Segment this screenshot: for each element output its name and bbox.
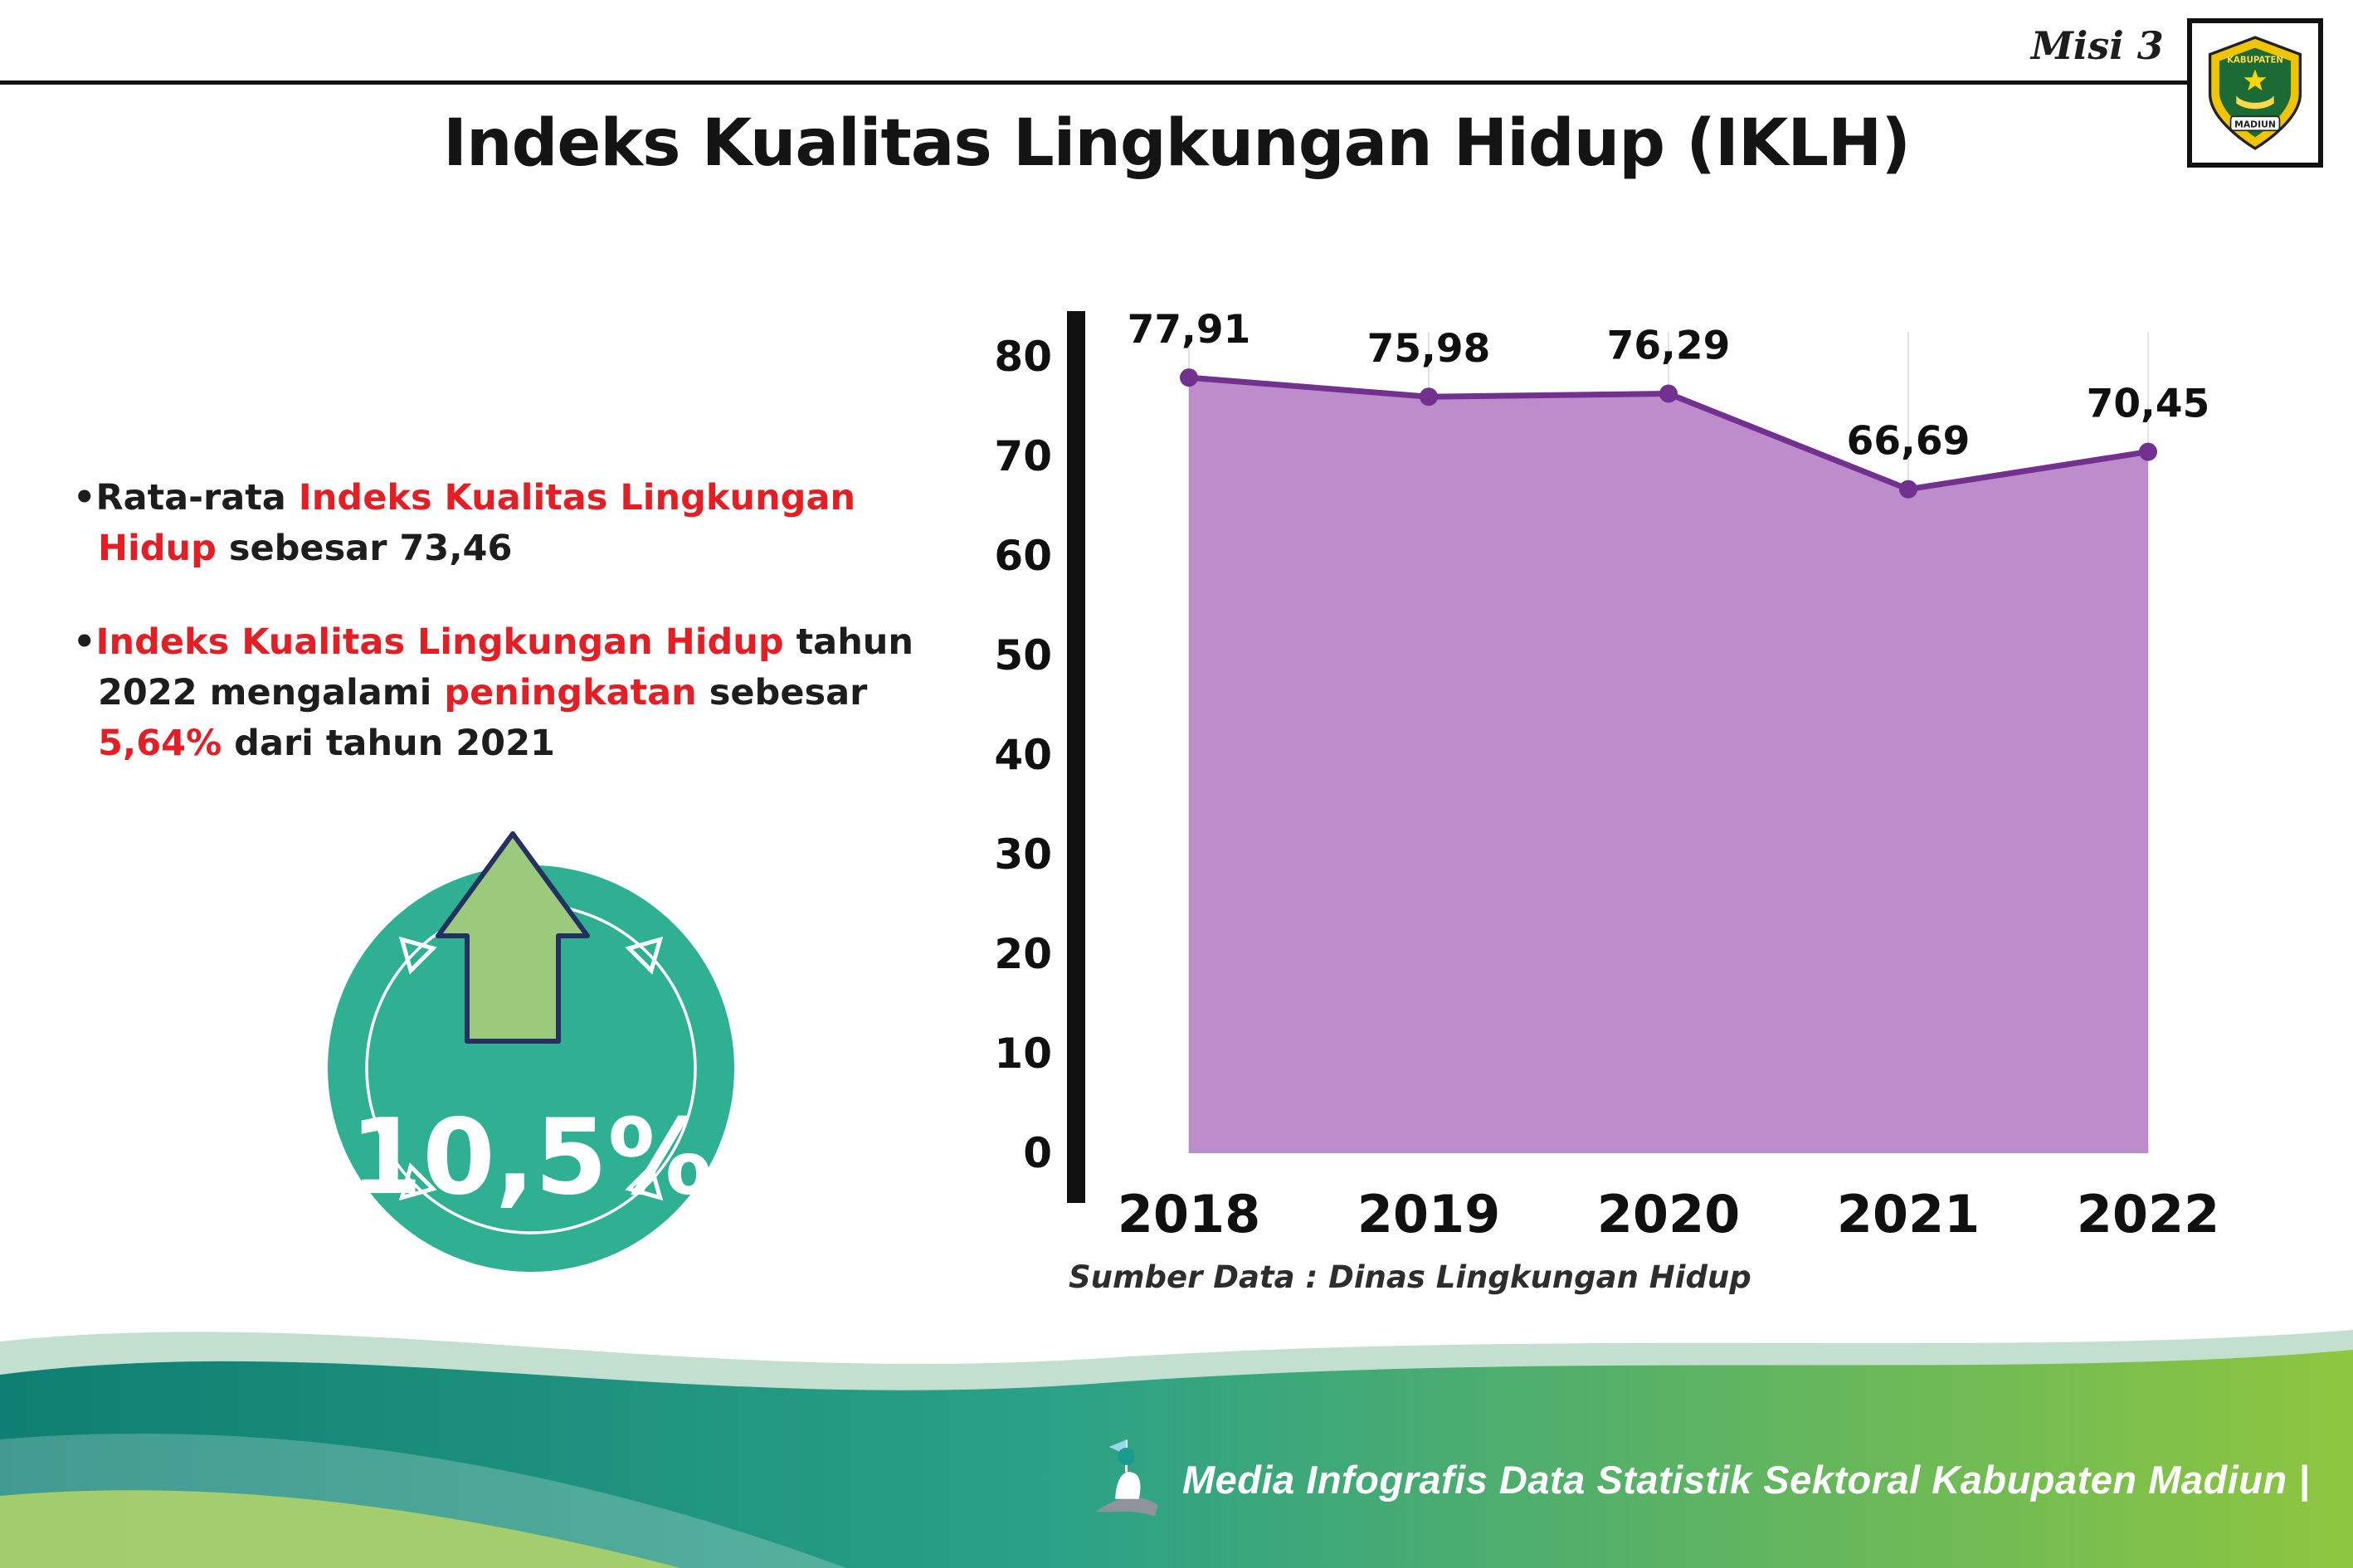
wave-leftgreen-shape <box>0 1490 680 1568</box>
crest-star-icon <box>2243 69 2267 91</box>
bullet1-seg2: Indeks Kualitas Lingkungan Hidup <box>98 477 856 570</box>
x-tick-label: 2020 <box>1597 1184 1741 1244</box>
ring-triangle-icon <box>398 936 437 975</box>
value-label: 70,45 <box>2087 382 2210 427</box>
bullet2-seg4: sebesar <box>696 672 868 714</box>
data-point <box>1180 368 1198 387</box>
badge-value: 10,5% <box>349 1096 712 1218</box>
value-label: 75,98 <box>1367 326 1491 372</box>
logo-text-madiun: MADIUN <box>2234 119 2276 129</box>
key-points: •Rata-rata Indeks Kualitas Lingkungan Hi… <box>73 473 919 769</box>
bullet-dot: • <box>73 621 96 664</box>
wave-main-shape <box>0 1350 2353 1568</box>
y-tick-label: 40 <box>994 731 1052 779</box>
increase-badge: 10,5% <box>305 830 757 1294</box>
logo-head <box>1118 1448 1135 1465</box>
y-tick-label: 80 <box>994 333 1052 381</box>
misi-label: Misi 3 <box>2031 23 2164 68</box>
up-arrow-icon <box>436 831 590 1044</box>
logo-base-swoosh <box>1096 1497 1158 1517</box>
data-point <box>2139 442 2157 461</box>
x-tick-label: 2021 <box>1837 1184 1980 1244</box>
kabupaten-madiun-logo: KABUPATEN MADIUN <box>2187 18 2323 168</box>
area-fill <box>1189 377 2148 1154</box>
ring-triangle-icon <box>625 1162 664 1201</box>
crest-inner-shield <box>2219 47 2292 138</box>
x-tick-label: 2018 <box>1118 1184 1261 1244</box>
data-point <box>1899 480 1917 499</box>
data-point <box>1420 387 1438 407</box>
y-axis-bar <box>1067 311 1085 1203</box>
logo-text-kabupaten: KABUPATEN <box>2227 56 2283 66</box>
crest-ribbon <box>2229 115 2281 132</box>
value-label: 66,69 <box>1847 419 1971 465</box>
value-label: 76,29 <box>1607 324 1731 369</box>
y-tick-label: 60 <box>994 532 1052 580</box>
increase-badge-graphic: 10,5% <box>328 831 734 1272</box>
bullet-dot: • <box>73 477 96 519</box>
crest-icon: KABUPATEN MADIUN <box>2208 36 2302 150</box>
footer-credit: Media Infografis Data Statistik Sektoral… <box>1087 1434 2310 1525</box>
data-point <box>1659 384 1678 403</box>
y-tick-label: 10 <box>994 1030 1052 1078</box>
header-rule <box>0 80 2190 85</box>
value-label: 77,91 <box>1128 307 1251 353</box>
footer-credit-text: Media Infografis Data Statistik Sektoral… <box>1182 1457 2310 1502</box>
x-tick-label: 2022 <box>2077 1184 2220 1244</box>
bullet2-seg3: peningkatan <box>444 672 697 714</box>
bullet1-seg3: sebesar 73,46 <box>216 528 513 570</box>
footer-wave <box>0 1330 2353 1568</box>
bullet2-seg5: 5,64% <box>98 723 222 765</box>
bullet2-seg2: tahun 2022 mengalami <box>98 621 914 714</box>
iklh-chart: 77,91 75,98 76,29 66,69 70,45 0 10 20 30 40 50 60 70… <box>969 299 2297 1361</box>
bullet1-seg1: Rata-rata <box>95 477 299 519</box>
source-note: Sumber Data : Dinas Lingkungan Hidup <box>1069 1259 1751 1295</box>
iklh-chart-svg: 77,91 75,98 76,29 66,69 70,45 0 10 20 30 40 50 60 70… <box>994 307 2220 1244</box>
y-tick-label: 70 <box>994 432 1052 480</box>
ring-triangle-icon <box>625 936 664 975</box>
bullet2-seg1: Indeks Kualitas Lingkungan Hidup <box>95 621 784 664</box>
logo-body <box>1115 1472 1141 1499</box>
y-tick-label: 0 <box>1023 1129 1052 1177</box>
bullet-iklh-increase: •Indeks Kualitas Lingkungan Hidup tahun … <box>73 617 919 769</box>
x-tick-label: 2019 <box>1357 1184 1501 1244</box>
y-tick-label: 50 <box>994 631 1052 679</box>
media-infografis-logo <box>1096 1439 1158 1517</box>
ring-triangle-icon <box>398 1162 437 1201</box>
y-tick-label: 20 <box>994 930 1052 978</box>
badge-circle <box>328 865 734 1272</box>
crest-banner-shape <box>2236 95 2274 110</box>
page-title: Indeks Kualitas Lingkungan Hidup (IKLH) <box>443 106 1911 181</box>
y-tick-label: 30 <box>994 830 1052 879</box>
bullet2-seg6: dari tahun 2021 <box>222 723 555 765</box>
bullet-average-iklh: •Rata-rata Indeks Kualitas Lingkungan Hi… <box>73 473 919 574</box>
